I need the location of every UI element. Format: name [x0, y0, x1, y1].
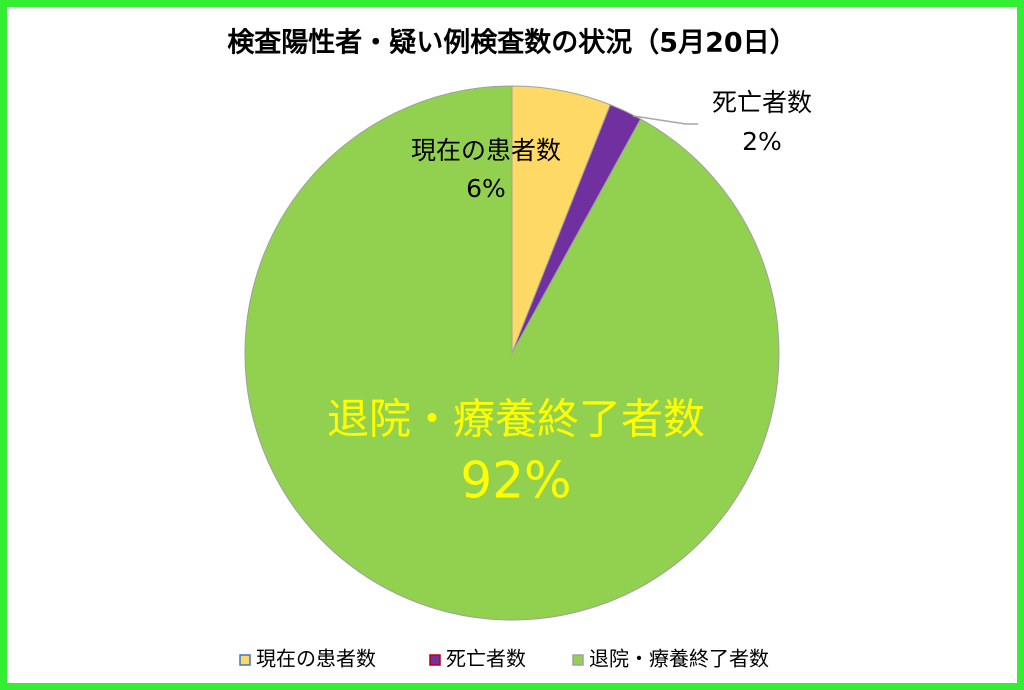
legend-label: 退院・療養終了者数 — [589, 647, 769, 671]
legend-swatch — [429, 654, 441, 666]
legend-label: 死亡者数 — [446, 647, 526, 671]
slice-label-name: 死亡者数 — [712, 88, 812, 117]
legend-label: 現在の患者数 — [256, 647, 376, 671]
slice-label-value: 6% — [466, 174, 506, 203]
leader-line — [632, 115, 698, 125]
slice-label-name: 現在の患者数 — [411, 136, 561, 165]
legend-swatch — [239, 654, 251, 666]
slice-label-value: 2% — [742, 127, 782, 156]
legend-swatch — [572, 654, 584, 666]
slice-label-value: 92% — [460, 452, 571, 510]
pie-slice — [244, 85, 780, 621]
slice-label-name: 退院・療養終了者数 — [327, 395, 705, 444]
chart-title: 検査陽性者・疑い例検査数の状況（5月20日） — [227, 28, 796, 59]
